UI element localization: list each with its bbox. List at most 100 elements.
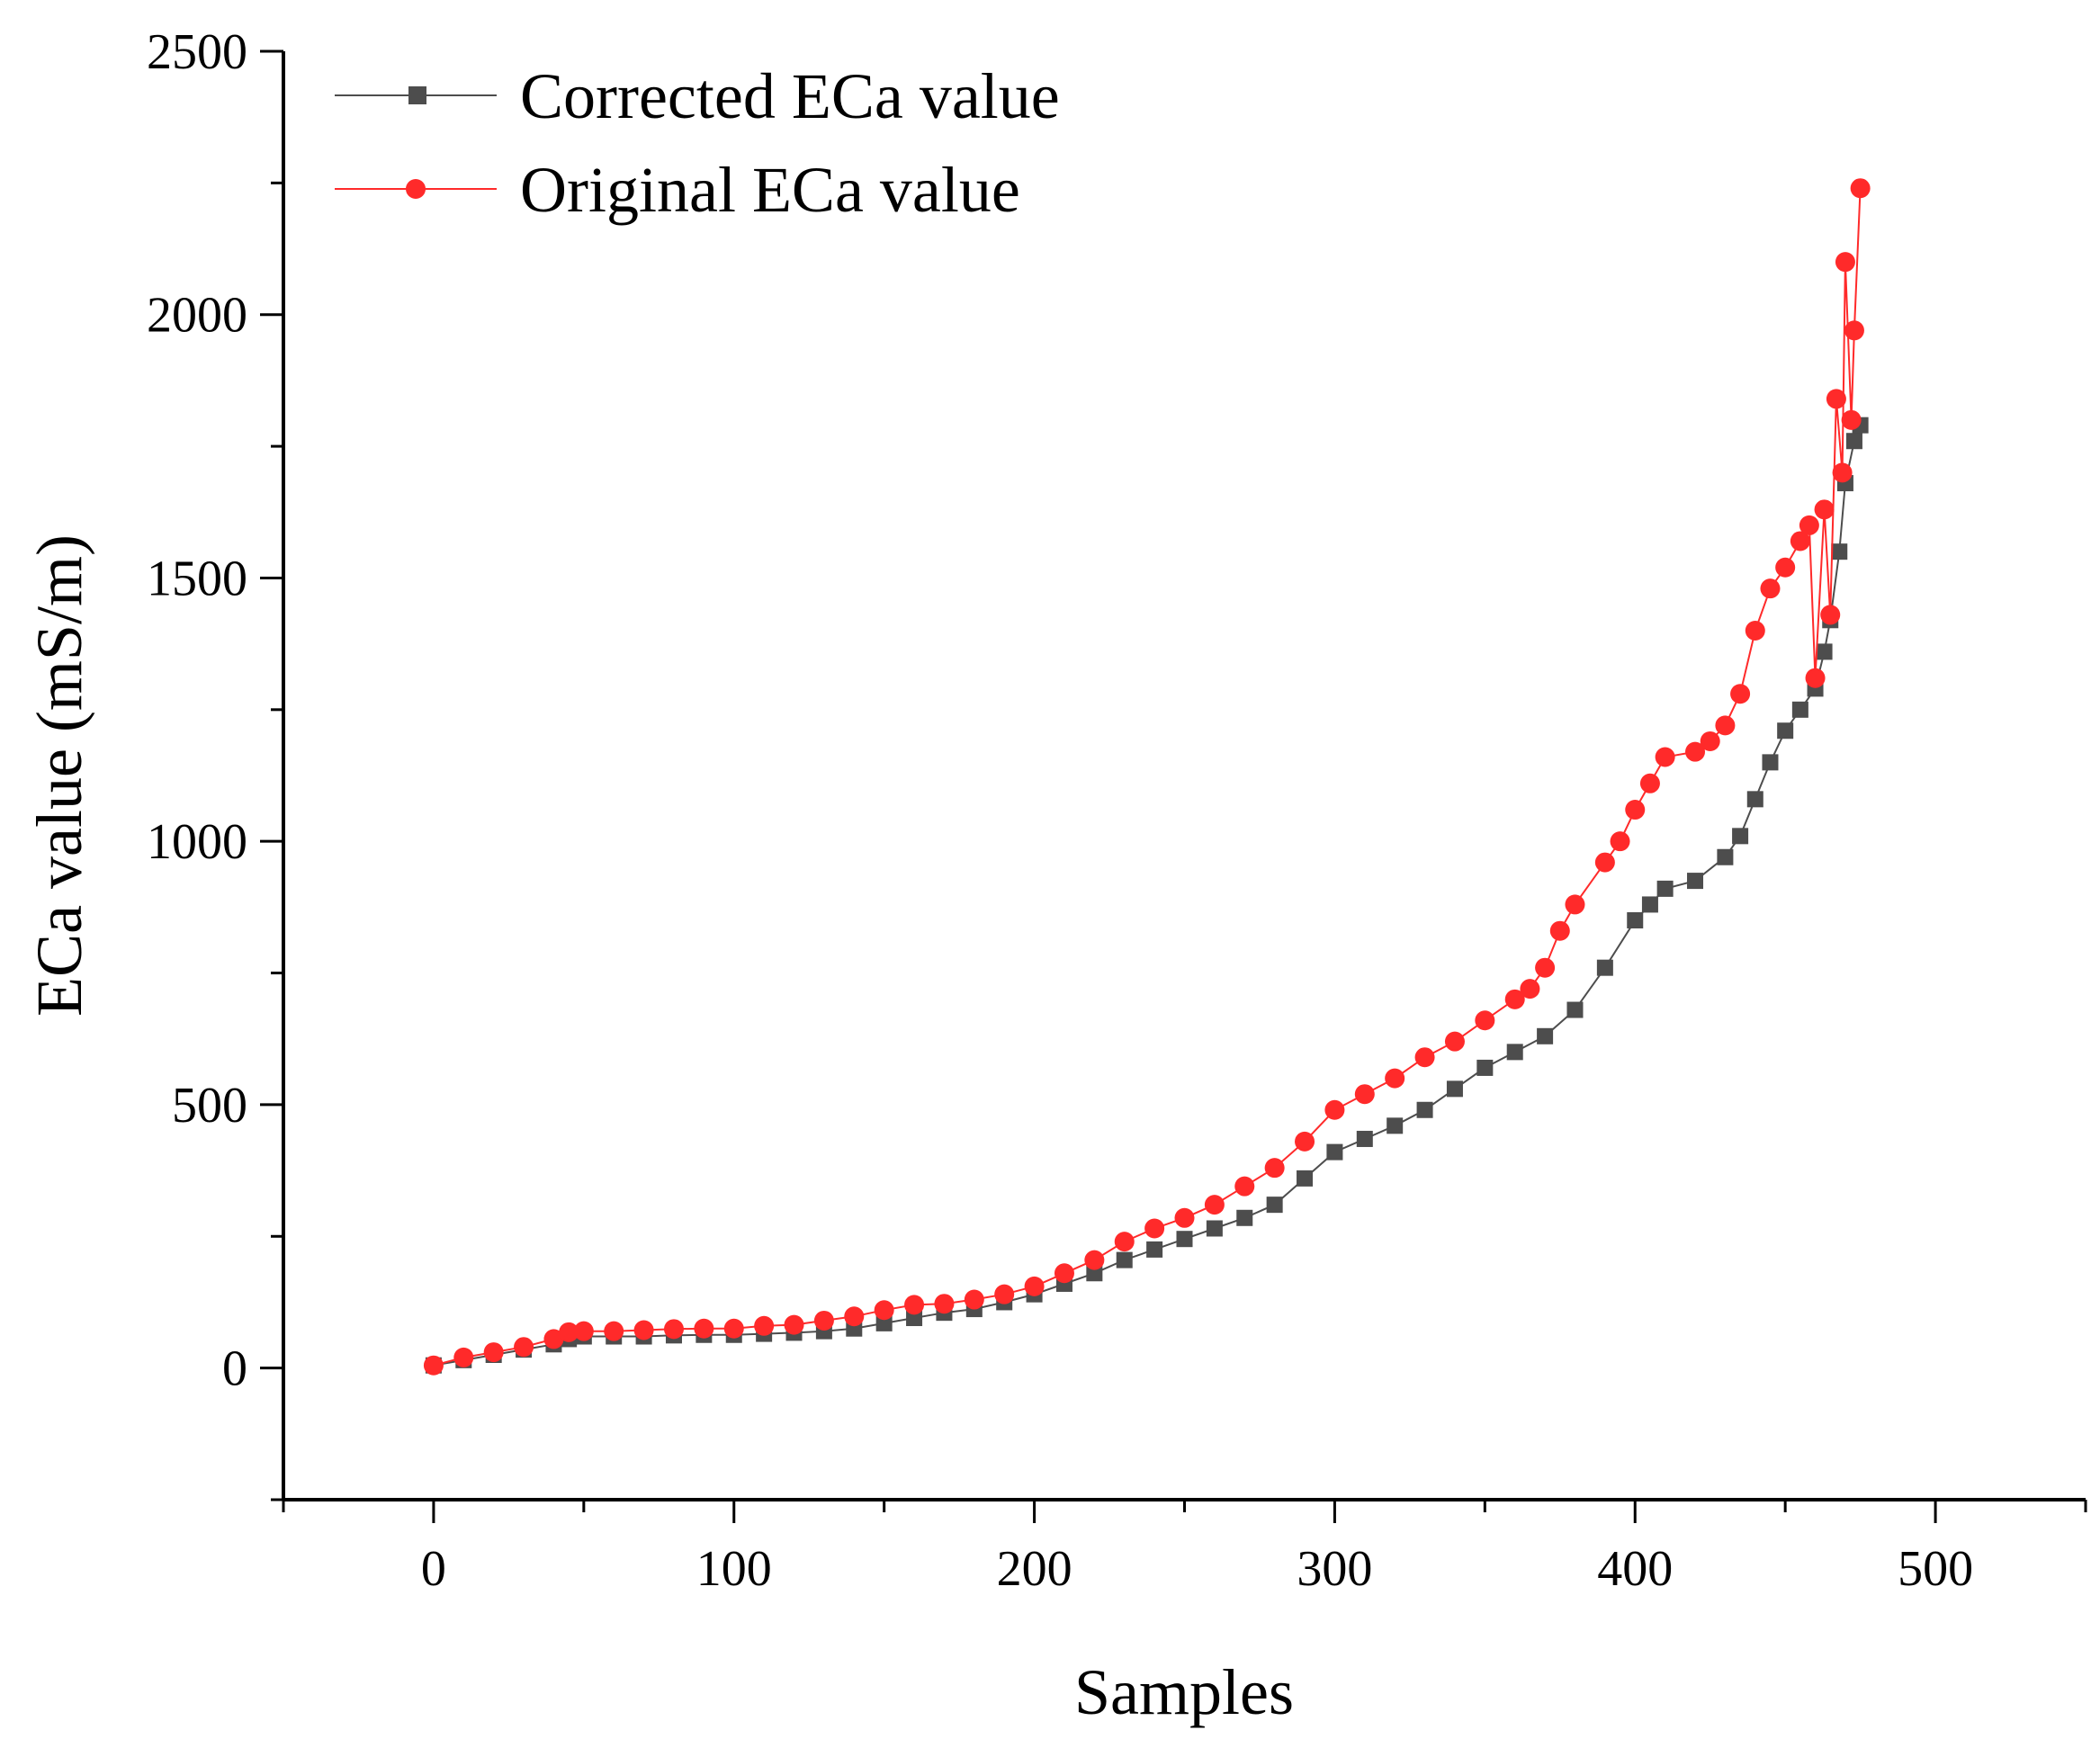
series-corrected-point <box>1777 722 1794 740</box>
series-corrected-point <box>1746 791 1763 808</box>
series-original-point <box>1204 1195 1225 1215</box>
series-layer <box>423 178 1871 1376</box>
legend-original-marker <box>406 179 426 199</box>
series-corrected-point <box>906 1310 923 1327</box>
series-original-point <box>1535 957 1556 978</box>
series-original-point <box>543 1329 564 1349</box>
legend-original-label: Original ECa value <box>520 154 1020 226</box>
x-tick-label: 500 <box>1898 1541 1973 1597</box>
series-original-point <box>1504 989 1525 1009</box>
series-original-point <box>1832 462 1853 483</box>
series-original-point <box>1790 531 1810 551</box>
series-original-point <box>1565 894 1585 915</box>
series-corrected-point <box>1236 1209 1253 1226</box>
x-tick-label: 0 <box>421 1541 446 1597</box>
series-corrected-point <box>1116 1251 1133 1268</box>
series-original-point <box>1114 1232 1135 1252</box>
series-original-point <box>423 1355 444 1376</box>
series-corrected-point <box>1656 880 1674 897</box>
series-corrected-point <box>1791 701 1808 718</box>
series-corrected-point <box>1717 848 1734 865</box>
series-original-point <box>1414 1047 1435 1068</box>
series-original-point <box>573 1321 594 1341</box>
series-original-point <box>1324 1099 1345 1120</box>
series-original-point <box>1054 1263 1074 1284</box>
series-original-point <box>483 1342 504 1363</box>
series-original-point <box>1610 831 1630 852</box>
series-original-point <box>1820 605 1841 625</box>
series-corrected-line <box>433 425 1862 1367</box>
series-corrected-point <box>1446 1080 1463 1098</box>
series-corrected-point <box>1176 1231 1193 1248</box>
series-original <box>423 178 1871 1376</box>
series-original-point <box>1594 852 1615 873</box>
series-corrected-point <box>1627 912 1644 928</box>
y-tick-label: 500 <box>172 1078 247 1134</box>
series-original-point <box>1841 409 1862 430</box>
x-tick-label: 100 <box>696 1541 772 1597</box>
series-original-point <box>1354 1084 1375 1105</box>
series-corrected-point <box>1762 754 1779 771</box>
series-original-point <box>1715 715 1736 736</box>
y-tick-label: 2500 <box>147 24 247 80</box>
series-corrected-point <box>1732 828 1749 845</box>
series-corrected-point <box>1476 1059 1494 1076</box>
series-original-point <box>934 1294 955 1314</box>
series-corrected-point <box>1641 896 1658 913</box>
series-original-point <box>453 1347 474 1367</box>
series-corrected-point <box>1537 1027 1554 1044</box>
series-original-point <box>1520 979 1540 999</box>
series-original-point <box>1639 773 1660 793</box>
y-tick-label: 1000 <box>147 814 247 870</box>
series-original-point <box>844 1306 865 1327</box>
x-tick-label: 400 <box>1597 1541 1673 1597</box>
series-original-point <box>559 1322 579 1342</box>
series-original-point <box>1745 621 1765 641</box>
series-original-point <box>1850 178 1871 199</box>
series-corrected-point <box>1086 1265 1103 1282</box>
series-original-point <box>1799 515 1819 535</box>
series-original-point <box>1685 741 1706 762</box>
series-corrected-point <box>1326 1143 1343 1161</box>
series-original-point <box>1814 499 1835 520</box>
series-corrected-point <box>1416 1101 1433 1118</box>
legend-corrected-marker <box>408 86 426 104</box>
series-corrected-point <box>1146 1241 1163 1258</box>
series-original-point <box>604 1321 624 1341</box>
series-original-point <box>813 1310 834 1331</box>
series-corrected-point <box>1387 1117 1404 1134</box>
y-tick-label: 0 <box>222 1341 247 1397</box>
series-original-point <box>874 1300 894 1321</box>
series-original-point <box>1385 1068 1405 1089</box>
series-original-point <box>1475 1010 1495 1031</box>
x-tick-label: 300 <box>1297 1541 1372 1597</box>
series-original-point <box>1826 389 1846 409</box>
series-original-point <box>723 1318 744 1339</box>
series-original-point <box>633 1320 654 1340</box>
series-original-point <box>1835 252 1855 273</box>
series-corrected-point <box>1831 543 1848 560</box>
series-original-point <box>663 1319 684 1340</box>
series-original-point <box>1760 578 1781 599</box>
series-original-point <box>994 1284 1015 1304</box>
series-original-point <box>964 1289 984 1310</box>
series-original-point <box>1730 684 1751 704</box>
series-corrected-point <box>1206 1220 1223 1237</box>
series-original-point <box>1144 1218 1165 1239</box>
y-tick-label: 2000 <box>147 288 247 344</box>
series-corrected-point <box>1566 1001 1584 1018</box>
series-original-point <box>1844 320 1864 341</box>
series-original-point <box>1549 920 1570 941</box>
series-original-point <box>1655 747 1675 767</box>
series-original-point <box>1084 1250 1105 1270</box>
series-corrected-point <box>1816 643 1833 660</box>
series-original-point <box>1234 1176 1255 1197</box>
series-corrected-point <box>1596 959 1613 976</box>
series-original-point <box>904 1295 925 1315</box>
series-original-point <box>1174 1207 1195 1228</box>
x-ticks-layer: 0 100 200 300 400 500 <box>282 1500 2087 1597</box>
series-corrected-point <box>875 1314 893 1331</box>
